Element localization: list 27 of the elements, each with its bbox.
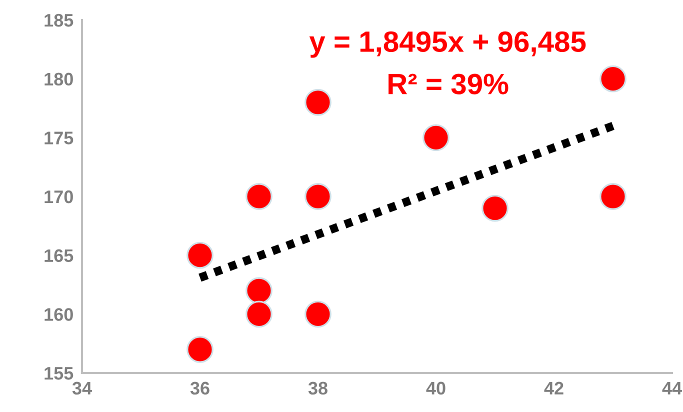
point: [304, 300, 332, 328]
y-tick-label: 185: [44, 14, 74, 27]
point: [246, 183, 272, 210]
point: [246, 277, 272, 304]
point: [422, 124, 450, 152]
point: [186, 336, 214, 363]
point: [246, 300, 272, 328]
x-tick-label: 34: [72, 382, 92, 395]
x-tick-label: 42: [544, 382, 564, 394]
y-tick-label: 180: [44, 72, 73, 86]
x-tick-label: 40: [426, 382, 446, 395]
point: [600, 183, 626, 210]
annotation: R² = 39%: [388, 74, 508, 94]
annotation: y = 1,8495x + 96,485: [309, 31, 586, 58]
point: [600, 65, 626, 92]
x-tick-label: 44: [662, 382, 682, 394]
y-tick-label: 165: [44, 249, 74, 262]
x-tick-label: 36: [190, 382, 210, 395]
point: [186, 242, 214, 269]
y-tick-label: 160: [44, 308, 73, 321]
point: [304, 88, 332, 116]
y-tick-label: 170: [44, 190, 73, 204]
y-tick-label: 155: [44, 367, 74, 380]
x-tick-label: 38: [308, 382, 328, 395]
y-tick-label: 175: [44, 132, 74, 144]
point: [482, 194, 508, 222]
point: [304, 183, 332, 210]
